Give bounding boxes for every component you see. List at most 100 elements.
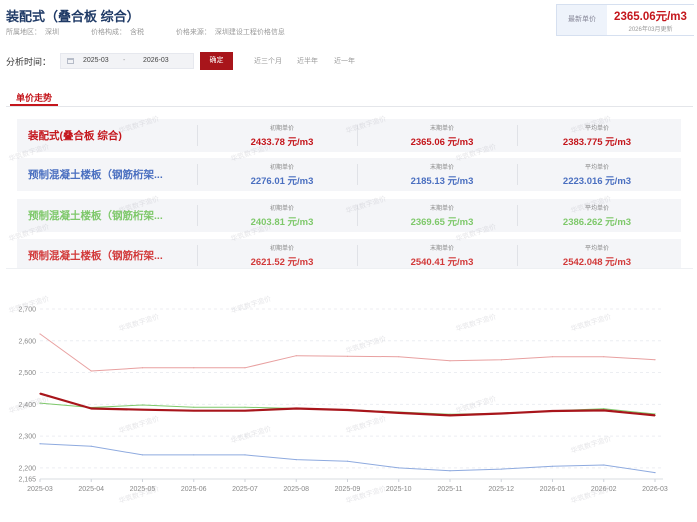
tab-divider (6, 106, 693, 107)
series-point (346, 460, 349, 462)
date-separator: - (123, 57, 126, 64)
series-line-0 (39, 333, 656, 372)
start-price-value: 2621.52 元/m3 (250, 257, 314, 268)
x-tick-label: 2025-08 (283, 486, 309, 493)
x-tick-label: 2025-12 (488, 486, 514, 493)
series-point (193, 367, 195, 369)
end-price-value: 2185.13 元/m3 (410, 176, 474, 187)
series-point (654, 359, 656, 361)
summary-row: 装配式(叠合板 综合) 初期单价 2433.78 元/m3 末期单价 2365.06 元… (17, 119, 681, 152)
y-tick-label: 2,700 (18, 307, 36, 314)
series-point (449, 414, 451, 417)
row-separator (517, 164, 518, 185)
series-point (244, 406, 246, 408)
confirm-button[interactable]: 确定 (200, 52, 233, 70)
series-point (244, 454, 246, 456)
y-tick-label: 2,400 (18, 402, 36, 409)
series-point (141, 454, 144, 456)
start-price-label: 初期单价 (269, 165, 294, 171)
row-separator (357, 164, 358, 185)
region-label: 所属地区： (6, 29, 41, 36)
x-tick-label: 2025-05 (130, 486, 156, 493)
summary-row: 预制混凝土楼板（钢筋桁架... 初期单价 2276.01 元/m3 末期单价 2185.… (17, 158, 681, 191)
date-to[interactable]: 2026-03 (143, 57, 169, 64)
row-separator (197, 164, 198, 185)
end-price-value: 2369.65 元/m3 (410, 217, 474, 228)
avg-price-label: 平均单价 (584, 126, 609, 132)
series-point (90, 445, 92, 447)
series-point (39, 402, 41, 404)
x-tick-label: 2025-10 (386, 486, 412, 493)
quick-three-months[interactable]: 近三个月 (254, 58, 282, 65)
series-point (603, 356, 605, 358)
start-price-label: 初期单价 (269, 246, 294, 252)
series-point (141, 367, 144, 369)
series-point (398, 467, 400, 469)
row-separator (517, 125, 518, 146)
row-name[interactable]: 预制混凝土楼板（钢筋桁架... (28, 210, 163, 222)
quick-one-year[interactable]: 近一年 (334, 58, 355, 65)
row-separator (197, 245, 198, 266)
summary-row: 预制混凝土楼板（钢筋桁架... 初期单价 2621.52 元/m3 末期单价 2540.… (17, 239, 681, 272)
end-price-label: 末期单价 (429, 246, 454, 252)
series-point (295, 459, 297, 461)
chart-svg: 2,165 2,200 2,300 2,400 2,500 2,600 2,700 2025-… (18, 307, 667, 494)
x-tick-label: 2026-01 (540, 486, 566, 493)
row-name[interactable]: 装配式(叠合板 综合) (28, 130, 122, 142)
period-label: 分析时间： (6, 57, 52, 67)
end-price-value: 2540.41 元/m3 (410, 257, 474, 268)
x-tick-label: 2025-03 (27, 486, 53, 493)
latest-price-box: 2365.06元/m3 2026年03月更新 (607, 5, 694, 35)
page-title: 装配式（叠合板 综合） (6, 9, 140, 24)
end-price-label: 末期单价 (429, 165, 454, 171)
tab-underline (10, 104, 58, 106)
avg-price-value: 2386.262 元/m3 (562, 217, 632, 228)
series-point (141, 409, 144, 411)
series-point (141, 404, 144, 406)
start-price-value: 2276.01 元/m3 (250, 176, 314, 187)
summary-row: 预制混凝土楼板（钢筋桁架... 初期单价 2403.81 元/m3 末期单价 2369.… (17, 199, 681, 232)
series-point (603, 408, 605, 410)
latest-price-value: 2365.06元/m3 (614, 11, 687, 23)
series-point (398, 412, 400, 414)
series-point (39, 333, 41, 335)
x-tick-label: 2025-06 (181, 486, 207, 493)
series-point (90, 407, 92, 410)
tab-price-trend[interactable]: 单价走势 (16, 93, 53, 103)
y-tick-label: 2,200 (18, 465, 36, 472)
series-point (244, 367, 246, 369)
y-tick-label: 2,500 (18, 370, 36, 377)
x-tick-label: 2025-04 (78, 486, 104, 493)
source-label: 价格来源： (175, 29, 211, 36)
series-point (654, 414, 656, 417)
latest-price-date: 2026年03月更新 (628, 27, 673, 33)
quick-half-year[interactable]: 近半年 (297, 58, 318, 65)
y-tick-label: 2,600 (18, 338, 36, 345)
x-tick-label: 2025-09 (335, 486, 361, 493)
row-name[interactable]: 预制混凝土楼板（钢筋桁架... (28, 250, 163, 262)
row-name[interactable]: 预制混凝土楼板（钢筋桁架... (28, 169, 163, 181)
series-point (398, 356, 400, 358)
series-point (449, 470, 451, 472)
avg-price-label: 平均单价 (584, 246, 609, 252)
calendar-icon (67, 58, 74, 64)
start-price-value: 2403.81 元/m3 (250, 217, 314, 228)
series-point (39, 392, 41, 395)
source-value: 深圳建设工程价格信息 (214, 29, 285, 36)
series-point (551, 465, 554, 467)
series-point (551, 356, 554, 358)
date-range-picker[interactable]: 2025-03 - 2026-03 (60, 53, 194, 69)
series-point (551, 410, 554, 412)
x-tick-label: 2025-11 (437, 486, 462, 493)
end-price-label: 末期单价 (429, 206, 454, 212)
start-price-label: 初期单价 (269, 126, 294, 132)
series-point (500, 468, 502, 470)
date-from[interactable]: 2025-03 (83, 57, 109, 64)
y-tick-label: 2,165 (18, 477, 36, 484)
series-point (346, 355, 349, 357)
region-value: 深圳 (45, 29, 59, 36)
avg-price-value: 2542.048 元/m3 (562, 257, 632, 268)
row-separator (197, 125, 198, 146)
y-tick-label: 2,300 (18, 434, 36, 441)
